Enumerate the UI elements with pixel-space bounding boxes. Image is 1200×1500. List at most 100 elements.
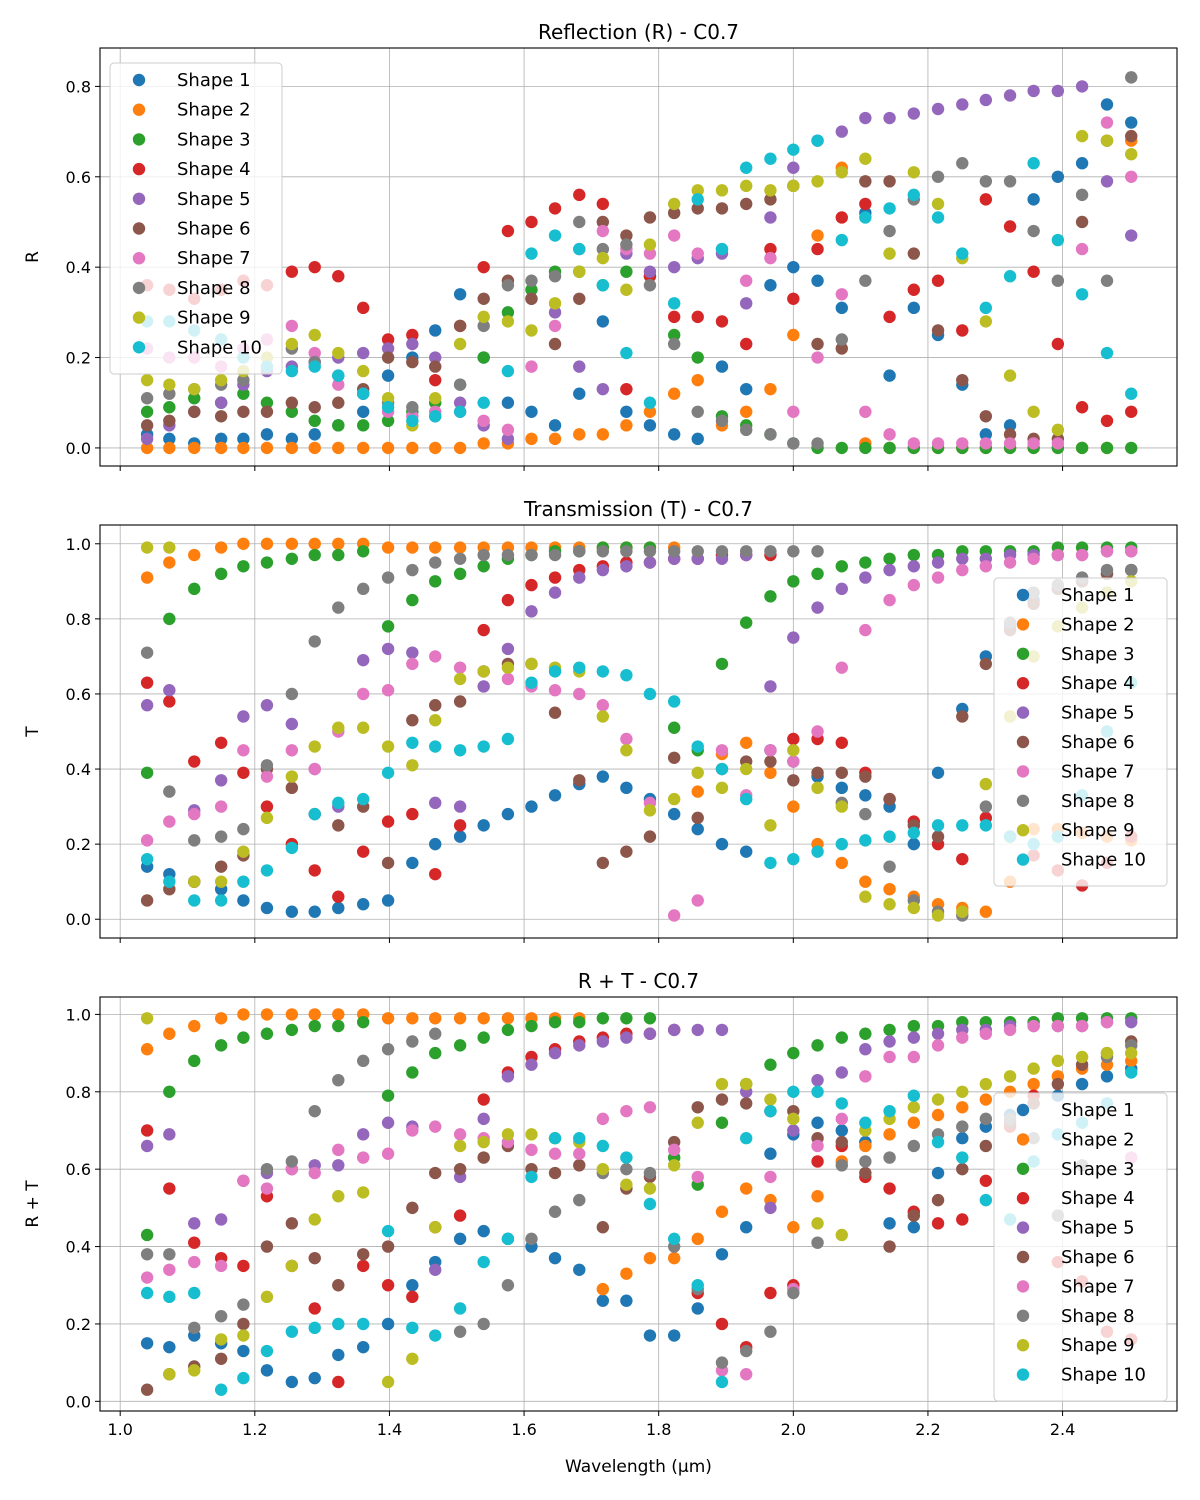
data-point <box>429 1221 442 1234</box>
data-point <box>883 1050 896 1064</box>
data-point <box>214 894 228 907</box>
data-point <box>859 405 872 418</box>
data-point <box>308 1019 321 1033</box>
data-point <box>835 781 848 795</box>
data-point <box>573 292 586 305</box>
data-point <box>931 1108 945 1122</box>
data-point <box>931 1217 945 1230</box>
data-point <box>979 301 993 315</box>
data-point <box>643 687 657 701</box>
data-point <box>859 556 872 569</box>
data-point <box>381 1224 395 1238</box>
data-point <box>308 548 321 562</box>
data-point <box>308 1166 321 1180</box>
data-point <box>1125 129 1138 143</box>
chart-panel-2: 0.0 0.2 0.4 0.6 0.8 1.0 Transmission (T) - C0.… <box>23 497 1178 943</box>
data-point <box>406 736 419 749</box>
data-point <box>811 351 824 364</box>
data-point <box>764 1201 777 1215</box>
data-point <box>859 571 872 584</box>
data-point <box>332 890 345 903</box>
data-point <box>979 175 993 188</box>
data-point <box>620 1178 633 1191</box>
data-point <box>332 1348 345 1362</box>
data-point <box>163 1248 176 1261</box>
data-point <box>525 1143 538 1157</box>
data-point <box>477 1255 490 1269</box>
data-point <box>715 1093 729 1106</box>
data-point <box>643 396 657 409</box>
data-point <box>620 732 633 746</box>
data-point <box>740 1368 753 1381</box>
data-point <box>667 337 681 351</box>
legend-box <box>993 1092 1168 1402</box>
data-point <box>1125 1015 1138 1029</box>
data-point <box>835 582 848 596</box>
legend-label: Shape 2 <box>177 100 251 121</box>
data-point <box>406 759 419 772</box>
legend-label: Shape 9 <box>1061 1335 1135 1356</box>
data-point <box>163 1340 176 1354</box>
data-point <box>691 310 704 324</box>
data-point <box>691 894 704 907</box>
data-point <box>501 548 515 562</box>
data-point <box>979 1027 993 1040</box>
legend-label: Shape 10 <box>1061 1365 1146 1386</box>
data-point <box>787 260 800 274</box>
data-point <box>406 1201 419 1215</box>
data-point <box>525 676 538 689</box>
data-point <box>1003 1023 1017 1037</box>
legend-marker <box>1016 1309 1030 1323</box>
data-point <box>715 1375 729 1389</box>
data-point <box>356 721 370 734</box>
data-point <box>691 545 704 558</box>
data-point <box>740 1344 753 1358</box>
data-point <box>453 441 467 455</box>
data-point <box>163 815 176 828</box>
data-point <box>429 699 442 712</box>
data-point <box>163 401 176 414</box>
data-point <box>453 1012 467 1025</box>
series-1 <box>140 98 1138 450</box>
data-point <box>308 1104 321 1118</box>
data-point <box>285 319 299 333</box>
data-point <box>308 401 321 414</box>
data-point <box>356 1054 370 1068</box>
data-point <box>1051 233 1065 247</box>
data-point <box>381 351 395 364</box>
data-point <box>429 867 442 881</box>
legend-marker <box>1016 1280 1030 1293</box>
data-point <box>285 905 299 918</box>
data-point <box>979 905 993 918</box>
data-point <box>214 1333 228 1346</box>
data-point <box>667 206 681 220</box>
data-point <box>835 333 848 346</box>
data-point <box>573 188 586 202</box>
data-point <box>811 1039 824 1052</box>
data-point <box>453 1162 467 1176</box>
data-point <box>453 1139 467 1153</box>
data-point <box>1125 170 1138 183</box>
data-point <box>643 556 657 569</box>
data-point <box>883 860 896 873</box>
data-point <box>811 274 824 287</box>
data-point <box>907 548 921 562</box>
data-point <box>740 736 753 749</box>
legend-marker <box>1016 1250 1030 1264</box>
legend-label: Shape 1 <box>1061 1100 1135 1121</box>
y-tick-label: 0.0 <box>66 1392 91 1411</box>
data-point <box>188 582 201 596</box>
data-point <box>477 1151 490 1164</box>
data-point <box>931 1039 945 1052</box>
data-point <box>883 1217 896 1230</box>
data-point <box>525 578 538 592</box>
data-point <box>907 1139 921 1153</box>
data-point <box>429 1120 442 1133</box>
data-point <box>237 1344 250 1358</box>
data-point <box>859 1155 872 1168</box>
data-point <box>883 428 896 441</box>
data-point <box>811 337 824 351</box>
data-point <box>453 1325 467 1338</box>
data-point <box>667 1329 681 1342</box>
data-point <box>715 762 729 776</box>
